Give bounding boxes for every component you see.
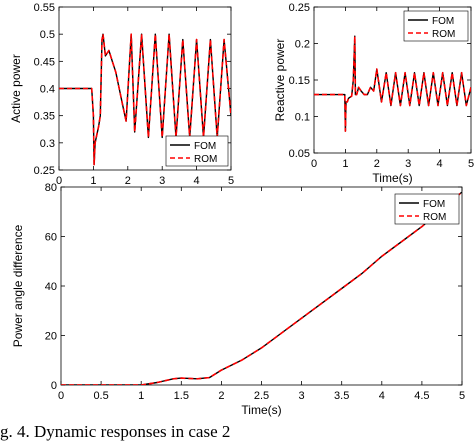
x-tick-label: 3.5: [334, 390, 349, 402]
chart-1: 0123450.250.30.350.40.450.50.55Time(s)Ac…: [9, 2, 234, 202]
legend-box: [394, 193, 460, 225]
x-tick-label: 3: [405, 158, 411, 170]
x-tick-label: 0: [58, 390, 64, 402]
series-line-rom: [59, 33, 231, 166]
x-tick-label: 4: [194, 175, 200, 187]
y-tick-label: 0.35: [34, 111, 55, 123]
x-tick-label: 5: [459, 390, 465, 402]
y-tick-label: 0: [51, 380, 57, 392]
x-tick-label: 0: [56, 175, 62, 187]
x-tick-label: 1: [342, 158, 348, 170]
x-tick-label: 0.5: [93, 390, 108, 402]
y-tick-label: 80: [45, 182, 57, 194]
y-tick-label: 0.1: [295, 112, 310, 124]
x-tick-label: 3: [159, 175, 165, 187]
legend-box: [403, 10, 469, 42]
x-tick-label: 4.5: [414, 390, 429, 402]
series-line-rom: [61, 191, 462, 385]
y-tick-label: 60: [45, 232, 57, 244]
x-tick-label: 5: [228, 175, 234, 187]
x-tick-label: 1: [138, 390, 144, 402]
legend: FOM ROM: [394, 193, 460, 225]
legend-label-fom: FOM: [423, 199, 445, 210]
legend-label-fom: FOM: [432, 16, 454, 27]
legend-label-fom: FOM: [194, 141, 216, 152]
legend: FOM ROM: [165, 135, 229, 167]
y-tick-label: 0.5: [40, 29, 55, 41]
y-tick-label: 0.3: [40, 138, 55, 150]
y-axis-label: Active power: [9, 54, 23, 123]
y-tick-label: 0.4: [40, 84, 55, 96]
y-tick-label: 0.2: [295, 39, 310, 51]
x-tick-label: 0: [311, 158, 317, 170]
y-tick-label: 0.25: [289, 2, 310, 14]
x-tick-label: 2.5: [254, 390, 269, 402]
x-tick-label: 2: [125, 175, 131, 187]
x-tick-label: 2: [374, 158, 380, 170]
x-tick-label: 1.5: [174, 390, 189, 402]
x-tick-label: 2: [218, 390, 224, 402]
chart-2: 0 1 2 3 4 5 0.05 0.1 0.15 0.2 0.25 Time(s) Reactive …: [273, 2, 474, 185]
y-axis-label: Power angle difference: [11, 224, 25, 347]
y-tick-label: 0.15: [289, 75, 310, 87]
legend-box: [165, 135, 229, 167]
y-tick-label: 0.05: [289, 148, 310, 160]
chart-3: 0 0.5 1 1.5 2 2.5 3 3.5 4 4.5 5 0 20 40 60 80 Time(s) Pow…: [11, 182, 465, 417]
x-tick-label: 4: [437, 158, 443, 170]
x-tick-label: 4: [379, 390, 385, 402]
x-tick-label: 1: [90, 175, 96, 187]
x-tick-label: 3: [299, 390, 305, 402]
x-tick-label: 5: [468, 158, 474, 170]
legend-label-rom: ROM: [432, 29, 455, 40]
y-tick-label: 0.25: [34, 165, 55, 177]
y-axis-label: Reactive power: [273, 39, 287, 122]
x-axis-label: Time(s): [372, 171, 412, 185]
legend: FOM ROM: [403, 10, 469, 42]
figure-caption: g. 4. Dynamic responses in case 2: [0, 422, 231, 441]
y-tick-label: 20: [45, 331, 57, 343]
series-line-rom: [314, 35, 471, 132]
y-tick-label: 40: [45, 281, 57, 293]
y-tick-label: 0.45: [34, 56, 55, 68]
y-tick-label: 0.55: [34, 2, 55, 14]
legend-label-rom: ROM: [423, 212, 446, 223]
legend-label-rom: ROM: [194, 154, 217, 165]
x-axis-label: Time(s): [241, 403, 281, 417]
